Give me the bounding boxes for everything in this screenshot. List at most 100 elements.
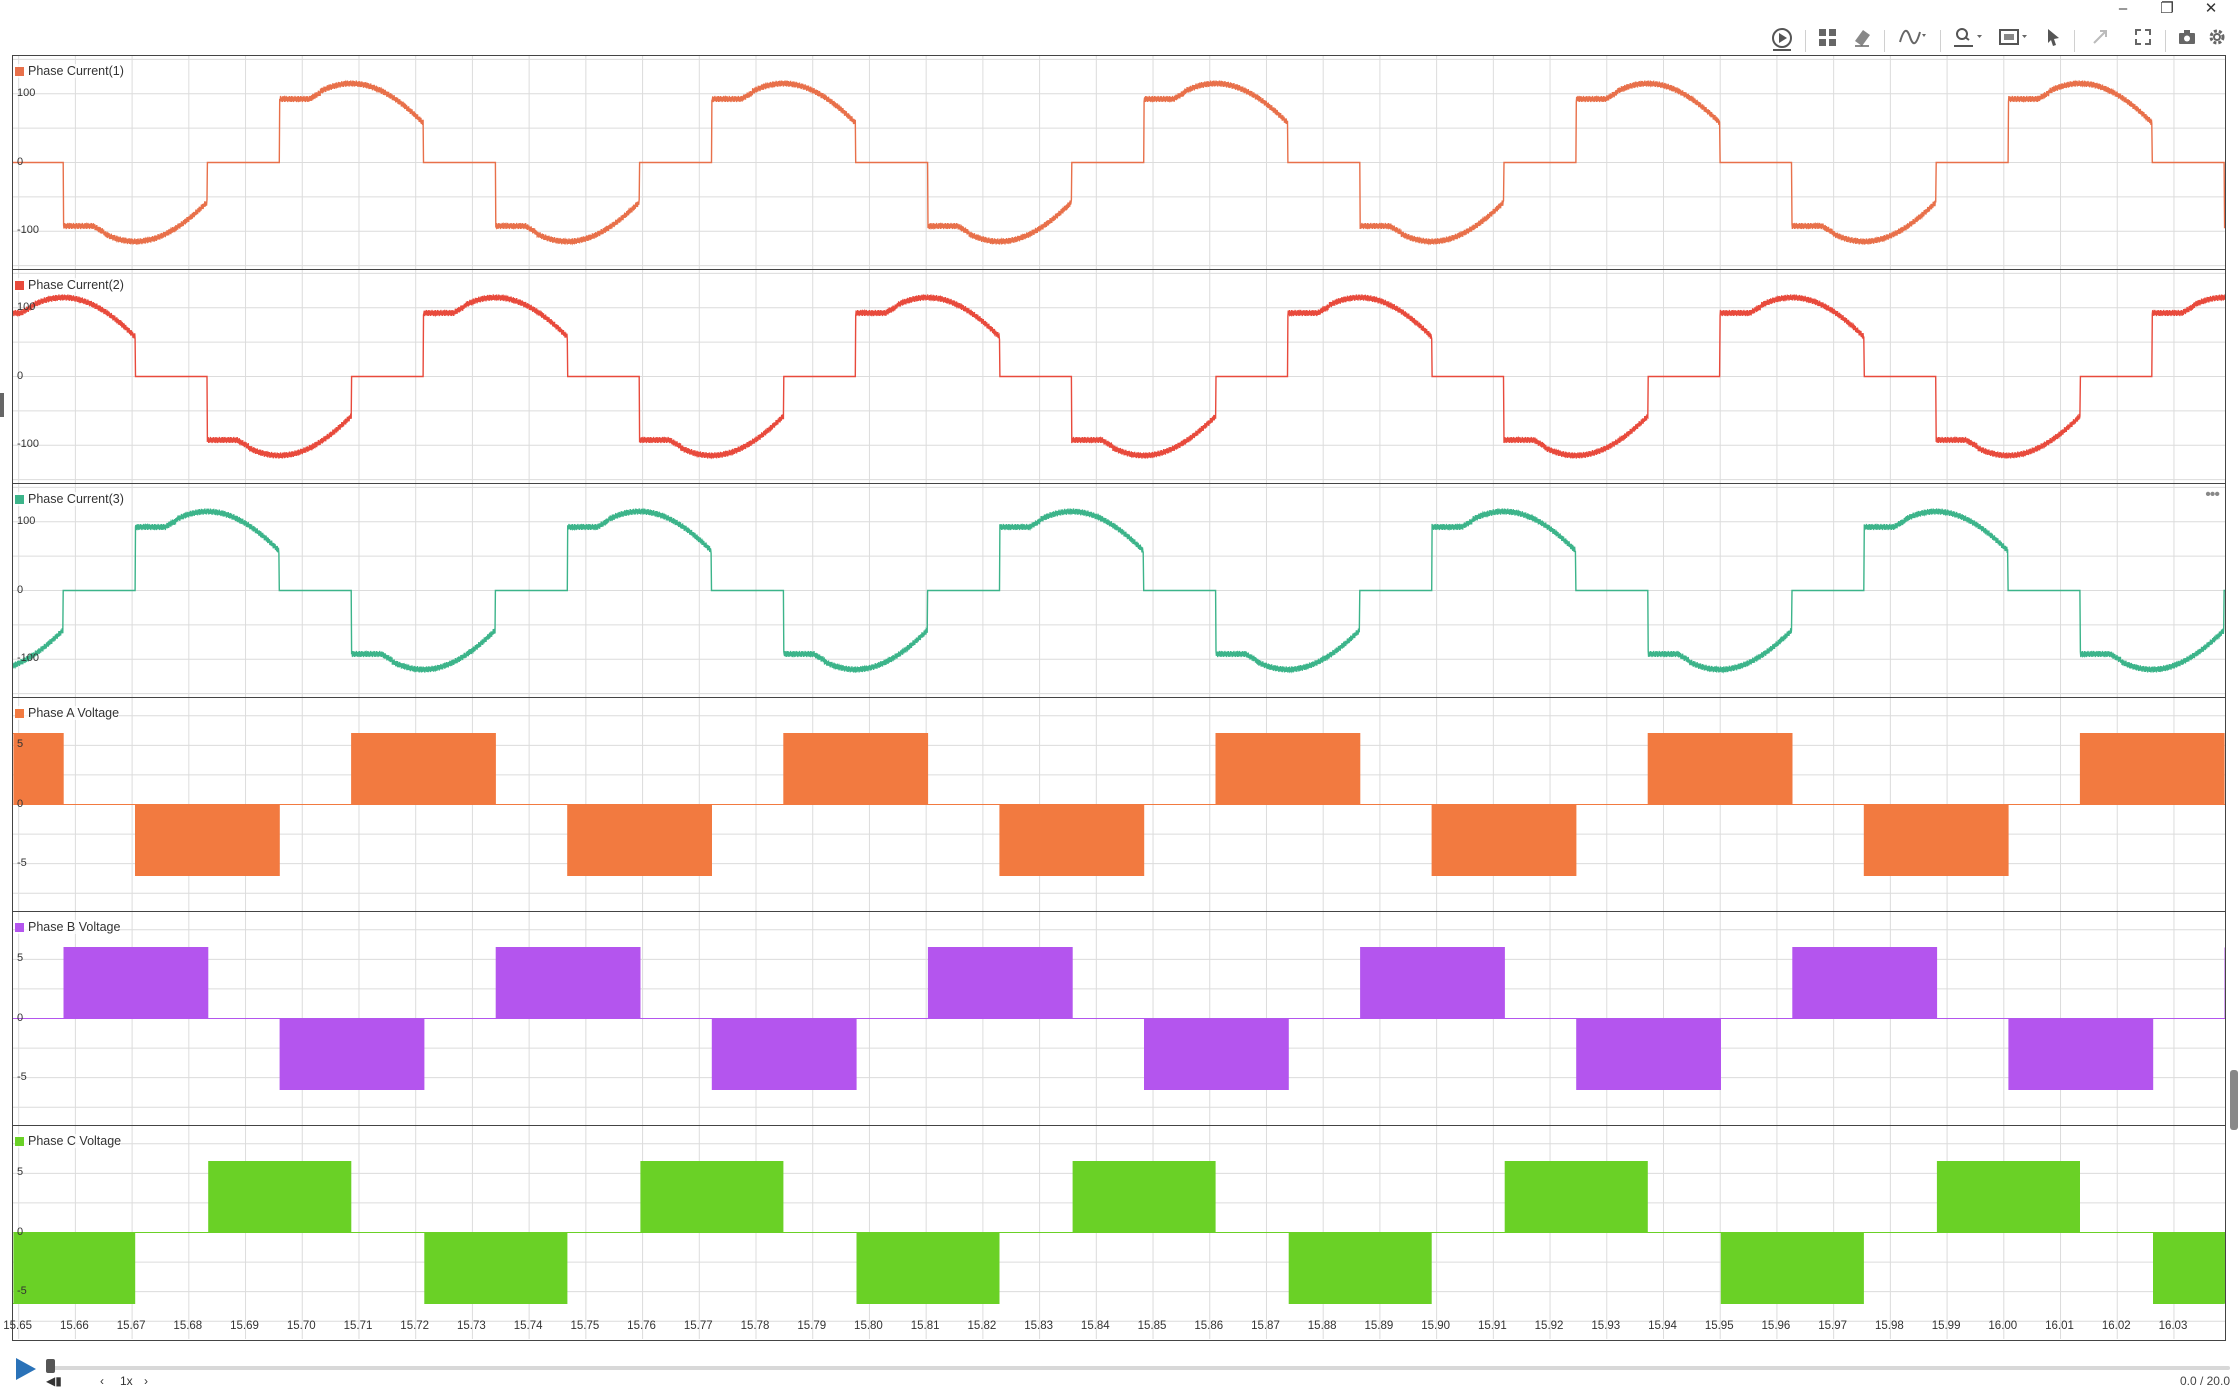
eraser-icon[interactable] xyxy=(1847,26,1877,54)
plot-panel-2[interactable]: Phase Current(2) 100 0 -100 xyxy=(13,270,2225,484)
y-tick-label: 5 xyxy=(17,738,24,751)
y-tick-label: -5 xyxy=(17,1284,27,1297)
y-tick-label: 0 xyxy=(17,1225,24,1238)
legend-label: Phase A Voltage xyxy=(28,706,120,720)
x-tick-label: 15.85 xyxy=(1137,1320,1167,1332)
x-tick-label: 15.66 xyxy=(59,1320,89,1332)
y-tick-label: 0 xyxy=(17,797,24,810)
x-tick-label: 16.03 xyxy=(2158,1320,2188,1332)
splitter-handle[interactable] xyxy=(0,393,4,417)
x-tick-label: 15.84 xyxy=(1080,1320,1110,1332)
legend-2[interactable]: Phase Current(2) xyxy=(15,278,124,292)
legend-4[interactable]: Phase A Voltage xyxy=(15,706,120,720)
speed-label: 1x xyxy=(120,1374,133,1388)
x-tick-label: 15.89 xyxy=(1364,1320,1394,1332)
plot-panel-6[interactable]: Phase C Voltage 5 0 -5 xyxy=(13,1126,2225,1340)
x-tick-label: 15.87 xyxy=(1251,1320,1280,1332)
plot-panel-3[interactable]: Phase Current(3) 100 0 -100 ••• xyxy=(13,484,2225,698)
x-tick-label: 15.78 xyxy=(740,1320,770,1332)
vertical-scrollbar[interactable] xyxy=(2230,1070,2238,1130)
speed-decrease-button[interactable]: ‹ xyxy=(100,1374,104,1388)
y-tick-label: -100 xyxy=(17,438,40,451)
legend-swatch xyxy=(15,1136,24,1146)
plot-svg-3 xyxy=(13,484,2225,697)
x-tick-label: 15.95 xyxy=(1704,1320,1734,1332)
timeline-thumb[interactable] xyxy=(46,1359,55,1373)
title-bar: – ❐ ✕ xyxy=(0,0,2238,20)
x-tick-label: 15.67 xyxy=(116,1320,146,1332)
x-tick-label: 15.97 xyxy=(1818,1320,1848,1332)
series-line-6 xyxy=(13,1161,2225,1304)
plot-panel-1[interactable]: Phase Current(1) 100 0 -100 xyxy=(13,56,2225,270)
time-axis: 15.65 15.66 15.67 15.68 15.69 15.70 15.71 15.72… xyxy=(3,1318,2226,1340)
series-line-2 xyxy=(13,293,2225,460)
timeline-track[interactable] xyxy=(50,1366,2230,1370)
fit-icon[interactable] xyxy=(1994,26,2034,54)
step-back-icon[interactable]: ◀▮ xyxy=(46,1374,62,1388)
x-tick-label: 15.68 xyxy=(173,1320,203,1332)
plot-svg-2 xyxy=(13,270,2225,483)
x-tick-label: 15.98 xyxy=(1874,1320,1904,1332)
minimize-button[interactable]: – xyxy=(2118,0,2128,17)
legend-label: Phase C Voltage xyxy=(28,1134,122,1148)
cursor-icon[interactable] xyxy=(2038,26,2068,54)
signal-icon[interactable] xyxy=(1893,26,1933,54)
legend-5[interactable]: Phase B Voltage xyxy=(15,920,121,934)
legend-3[interactable]: Phase Current(3) xyxy=(15,492,124,506)
x-tick-label: 16.02 xyxy=(2101,1320,2131,1332)
expand-icon[interactable] xyxy=(2085,26,2115,54)
gear-icon[interactable] xyxy=(2202,26,2232,54)
y-tick-label: -5 xyxy=(17,1070,27,1083)
y-tick-label: -100 xyxy=(17,224,40,237)
y-tick-label: 0 xyxy=(17,1011,24,1024)
x-tick-label: 15.94 xyxy=(1648,1320,1677,1332)
x-tick-label: 15.99 xyxy=(1931,1320,1961,1332)
x-tick-label: 15.79 xyxy=(797,1320,827,1332)
x-tick-label: 15.76 xyxy=(627,1320,656,1332)
y-tick-label: 5 xyxy=(17,952,24,965)
y-tick-label: 5 xyxy=(17,1166,24,1179)
legend-label: Phase Current(2) xyxy=(28,278,124,292)
x-tick-label: 16.00 xyxy=(1988,1320,2018,1332)
x-tick-label: 15.77 xyxy=(683,1320,713,1332)
plot-svg-1 xyxy=(13,56,2225,269)
camera-icon[interactable] xyxy=(2172,26,2202,54)
legend-6[interactable]: Phase C Voltage xyxy=(15,1134,122,1148)
x-tick-label: 15.72 xyxy=(400,1320,430,1332)
legend-label: Phase B Voltage xyxy=(28,920,121,934)
series-line-1 xyxy=(13,79,2225,246)
zoom-icon[interactable] xyxy=(1948,26,1988,54)
panel-more-menu[interactable]: ••• xyxy=(2205,486,2220,503)
play-circle-icon[interactable] xyxy=(1767,26,1797,54)
y-tick-label: 0 xyxy=(17,369,24,382)
x-tick-label: 16.01 xyxy=(2045,1320,2074,1332)
x-tick-label: 15.69 xyxy=(230,1320,259,1332)
legend-label: Phase Current(1) xyxy=(28,64,124,78)
plot-panel-4[interactable]: Phase A Voltage 5 0 -5 xyxy=(13,698,2225,912)
y-tick-label: -5 xyxy=(17,856,27,869)
play-button[interactable] xyxy=(16,1358,36,1380)
series-line-4 xyxy=(13,733,2225,876)
plot-svg-5 xyxy=(13,912,2225,1125)
plot-svg-6 xyxy=(13,1126,2225,1339)
legend-1[interactable]: Phase Current(1) xyxy=(15,64,124,78)
x-tick-label: 15.65 xyxy=(3,1320,33,1332)
plot-svg-4 xyxy=(13,698,2225,911)
fullscreen-icon[interactable] xyxy=(2128,26,2158,54)
plot-panel-5[interactable]: Phase B Voltage 5 0 -5 xyxy=(13,912,2225,1126)
x-tick-label: 15.96 xyxy=(1761,1320,1791,1332)
x-tick-label: 15.90 xyxy=(1421,1320,1450,1332)
restore-button[interactable]: ❐ xyxy=(2160,0,2174,17)
y-tick-label: -100 xyxy=(17,652,40,665)
x-tick-label: 15.74 xyxy=(513,1320,543,1332)
close-button[interactable]: ✕ xyxy=(2204,0,2218,17)
x-tick-label: 15.80 xyxy=(854,1320,883,1332)
x-tick-label: 15.82 xyxy=(967,1320,997,1332)
y-tick-label: 100 xyxy=(17,86,36,99)
layout-grid-icon[interactable] xyxy=(1813,26,1843,54)
legend-swatch xyxy=(15,922,24,932)
x-tick-label: 15.92 xyxy=(1534,1320,1564,1332)
series-line-3 xyxy=(13,507,2225,674)
legend-label: Phase Current(3) xyxy=(28,492,124,506)
speed-increase-button[interactable]: › xyxy=(144,1374,148,1388)
